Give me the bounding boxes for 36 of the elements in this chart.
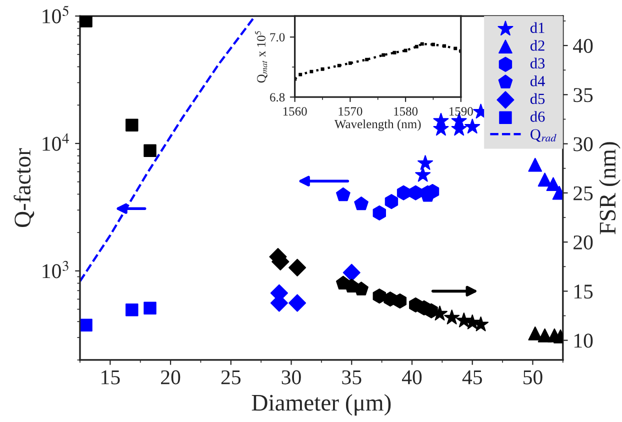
y2-tick-label: 20 [574, 235, 593, 250]
y-tick-label: 10$^{5}$ [42, 6, 68, 24]
legend-label: d3 [530, 58, 545, 69]
legend-label: Q$_{rad}$ [530, 129, 556, 142]
x-tick-label: 1580 [394, 107, 418, 116]
x-axis-title: Diameter (μm) [252, 394, 391, 416]
y-tick-label: 10$^{4}$ [42, 133, 69, 151]
y2-tick-label: 25 [574, 186, 593, 200]
y2-tick-label: 30 [574, 137, 593, 152]
x-tick-label: 35 [342, 370, 362, 384]
legend-label: d4 [530, 76, 545, 86]
x-axis-title: Wavelength (nm) [334, 120, 421, 131]
legend-label: d2 [530, 40, 544, 51]
x-tick-label: 50 [524, 370, 542, 384]
x-tick-label: 30 [282, 370, 301, 384]
x-tick-label: 20 [161, 370, 180, 384]
y2-tick-label: 10 [574, 334, 593, 348]
y2-axis-title: FSR (nm) [599, 142, 620, 234]
x-tick-label: 15 [102, 370, 120, 384]
y-axis-title: Q$_{mat}$ x 10$^{5}$ [254, 31, 268, 83]
y2-tick-label: 15 [574, 284, 593, 299]
x-tick-label: 1570 [338, 107, 362, 116]
y-tick-label: 6.8 [270, 93, 285, 102]
x-tick-label: 45 [462, 370, 482, 384]
legend-label: d1 [530, 22, 544, 33]
x-tick-label: 40 [402, 370, 422, 384]
y-tick-label: 10$^{3}$ [42, 260, 68, 278]
y2-tick-label: 40 [573, 38, 593, 53]
y2-tick-label: 35 [574, 88, 593, 102]
x-tick-label: 25 [221, 370, 241, 384]
x-tick-label: 1560 [283, 107, 307, 116]
x-tick-label: 1590 [450, 107, 473, 116]
legend-label: d6 [530, 111, 545, 122]
legend-label: d5 [530, 93, 545, 104]
y-axis-title: Q-factor [14, 148, 34, 228]
y-tick-label: 7.0 [270, 33, 285, 42]
